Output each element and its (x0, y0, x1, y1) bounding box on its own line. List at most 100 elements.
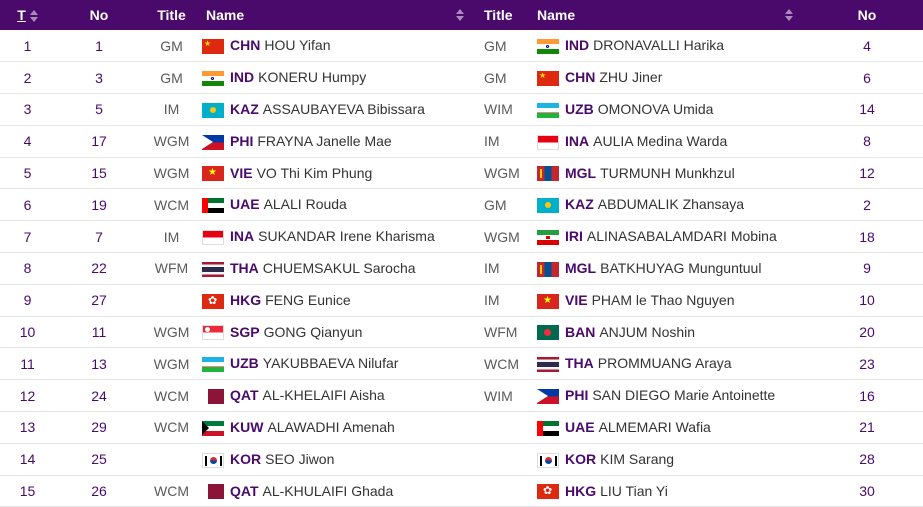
player-title-2: WIM (484, 387, 513, 404)
player-name-text[interactable]: FRAYNA Janelle Mae (257, 132, 392, 149)
table-row[interactable]: 11 13 WGM UZB YAKUBBAEVA Nilufar WCM THA PROMMU… (0, 348, 923, 380)
header-title[interactable]: Title (157, 7, 186, 23)
player-name-text[interactable]: KONERU Humpy (258, 69, 367, 86)
qat-flag-icon (202, 484, 224, 500)
player-name: IND KONERU Humpy (200, 62, 482, 94)
player-name-text[interactable]: ALAWADHI Amenah (267, 419, 395, 436)
player-name-text[interactable]: HOU Yifan (264, 37, 331, 54)
player-name-2: IRI ALINASABALAMDARI Mobina (535, 221, 811, 253)
table-row[interactable]: 14 25 KOR SEO Jiwon KOR KIM Sarang 28 (0, 443, 923, 476)
header-title-2[interactable]: Title (484, 7, 513, 23)
player-name-text[interactable]: ALMEMARI Wafia (598, 419, 711, 436)
kuw-flag-icon (202, 420, 224, 436)
table-row[interactable]: 13 29 WCM KUW ALAWADHI Amenah UAE ALMEMARI Waf… (0, 412, 923, 444)
player-name-text[interactable]: BATKHUYAG Munguntuul (600, 260, 762, 277)
header-no-2[interactable]: No (857, 7, 877, 23)
phi-flag-icon (537, 389, 559, 405)
player-name-text[interactable]: GONG Qianyun (263, 323, 363, 340)
player-name-text[interactable]: PROMMUANG Araya (597, 355, 732, 372)
table-header: T No Title Name Title Name No (0, 0, 923, 30)
player-name-text[interactable]: ALALI Rouda (263, 196, 347, 213)
player-title-2: GM (484, 196, 507, 213)
table-row[interactable]: 7 7 IM INA SUKANDAR Irene Kharisma WGM IRI ALIN… (0, 221, 923, 253)
header-no[interactable]: No (89, 7, 109, 23)
player-name-text[interactable]: SEO Jiwon (265, 450, 335, 467)
player-name-text[interactable]: DRONAVALLI Harika (593, 37, 725, 54)
table-row[interactable]: 3 5 IM KAZ ASSAUBAYEVA Bibissara WIM UZB OMONOV… (0, 94, 923, 126)
player-title: WCM (154, 483, 189, 500)
ind-flag-icon (537, 39, 559, 55)
player-name: PHI FRAYNA Janelle Mae (200, 125, 482, 157)
player-name-text[interactable]: ALINASABALAMDARI Mobina (586, 228, 777, 245)
player-name-text[interactable]: ANJUM Noshin (599, 323, 696, 340)
uzb-flag-icon (202, 357, 224, 373)
player-name-text[interactable]: AL-KHELAIFI Aisha (262, 387, 385, 404)
tha-flag-icon (202, 261, 224, 277)
table-row[interactable]: 4 17 WGM PHI FRAYNA Janelle Mae IM INA AULIA Me… (0, 125, 923, 158)
player-name-2: INA AULIA Medina Warda (535, 125, 811, 157)
board-number: 6 (23, 196, 32, 213)
federation-code: PHI (565, 387, 589, 404)
kaz-flag-icon (537, 198, 559, 214)
hkg-flag-icon (537, 484, 559, 500)
player-name-text[interactable]: SAN DIEGO Marie Antoinette (592, 387, 776, 404)
federation-code: QAT (230, 482, 259, 499)
table-row[interactable]: 927HKGFENG EuniceIMVIEPHAM le Thao Nguye… (0, 284, 923, 317)
player-name-text[interactable]: VO Thi Kim Phung (256, 164, 373, 181)
player-number: 29 (91, 419, 107, 436)
player-name: INA SUKANDAR Irene Kharisma (200, 221, 482, 253)
board-number: 4 (23, 133, 32, 150)
federation-code: UZB (230, 355, 259, 372)
player-name-text[interactable]: SUKANDAR Irene Kharisma (258, 228, 435, 245)
table-row[interactable]: 10 11 WGM SGP GONG Qianyun WFM BAN ANJUM Noshin… (0, 316, 923, 348)
federation-code: IRI (565, 228, 583, 245)
board-number: 2 (23, 69, 32, 86)
player-name-text[interactable]: ABDUMALIK Zhansaya (597, 196, 745, 213)
player-name-text[interactable]: AULIA Medina Warda (593, 132, 728, 149)
player-title: WCM (154, 196, 189, 213)
player-name-text[interactable]: CHUEMSAKUL Sarocha (262, 260, 416, 277)
player-name-text[interactable]: FENG Eunice (265, 291, 351, 308)
player-name-text[interactable]: TURMUNH Munkhzul (600, 164, 735, 181)
player-name: KOR SEO Jiwon (200, 443, 482, 475)
table-row[interactable]: 8 22 WFM THA CHUEMSAKUL Sarocha IM MGL BATKHUYA… (0, 253, 923, 285)
player-title-2: GM (484, 37, 507, 54)
table-row[interactable]: 6 19 WCM UAE ALALI Rouda GM KAZ ABDUMALIK Zhans… (0, 189, 923, 221)
header-name-2[interactable]: Name (535, 0, 811, 30)
player-name-text[interactable]: ZHU Jiner (599, 69, 663, 86)
federation-code: CHN (565, 69, 596, 86)
player-number-2: 23 (859, 355, 875, 372)
player-title: WCM (154, 387, 189, 404)
vie-flag-icon (202, 166, 224, 182)
tha-flag-icon (537, 357, 559, 373)
player-name-text[interactable]: OMONOVA Umida (597, 101, 714, 118)
header-t[interactable]: T (0, 0, 55, 30)
player-name-text[interactable]: AL-KHULAIFI Ghada (262, 482, 394, 499)
player-number-2: 18 (859, 228, 875, 245)
player-number: 15 (91, 165, 107, 182)
player-number-2: 12 (859, 165, 875, 182)
table-row[interactable]: 12 24 WCM QAT AL-KHELAIFI Aisha WIM PHI SAN DIE… (0, 380, 923, 412)
player-number: 27 (91, 292, 107, 309)
federation-code: VIE (565, 291, 588, 308)
player-number-2: 30 (859, 483, 875, 500)
player-name-text[interactable]: YAKUBBAEVA Nilufar (262, 355, 399, 372)
player-name-text[interactable]: PHAM le Thao Nguyen (591, 291, 735, 308)
player-name-text[interactable]: ASSAUBAYEVA Bibissara (262, 101, 425, 118)
player-number-2: 14 (859, 101, 875, 118)
header-name[interactable]: Name (200, 0, 482, 30)
sort-icon[interactable] (785, 9, 793, 21)
mgl-flag-icon (537, 166, 559, 182)
player-name-text[interactable]: KIM Sarang (600, 450, 675, 467)
sort-icon[interactable] (29, 10, 38, 23)
federation-code: THA (565, 355, 594, 372)
player-title: GM (160, 37, 183, 54)
player-name-text[interactable]: LIU Tian Yi (600, 482, 668, 499)
sort-icon[interactable] (456, 9, 464, 21)
